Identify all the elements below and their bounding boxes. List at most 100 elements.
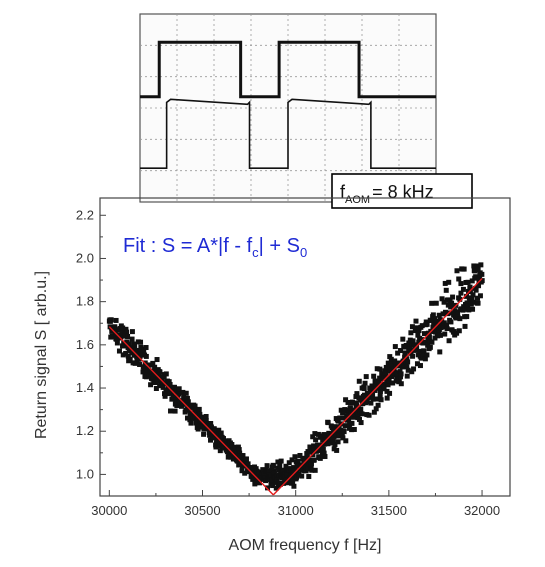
data-point: [359, 397, 365, 403]
data-point: [176, 388, 182, 394]
data-point: [398, 374, 404, 380]
data-point: [419, 323, 425, 329]
data-point: [345, 399, 351, 405]
x-tick-label: 30500: [184, 503, 220, 518]
data-point: [315, 431, 321, 437]
data-point: [345, 410, 351, 416]
data-point: [429, 300, 435, 306]
fit-line-left: [108, 326, 274, 496]
data-point: [320, 446, 326, 452]
data-point: [479, 278, 485, 284]
data-point: [384, 395, 390, 401]
data-point: [417, 363, 423, 369]
data-point: [460, 286, 466, 292]
data-point: [406, 340, 412, 346]
y-axis-label: Return signal S [ arb.u.]: [33, 271, 50, 439]
fit-annotation: Fit : S = A*|f - fc| + S0: [123, 235, 307, 260]
data-point: [423, 339, 429, 345]
data-point: [469, 295, 475, 301]
data-point: [295, 458, 301, 464]
data-point: [370, 396, 376, 402]
fit-lines: [108, 277, 483, 496]
data-point: [155, 378, 161, 384]
data-point: [334, 447, 340, 453]
data-point: [206, 430, 212, 436]
data-point: [240, 453, 246, 459]
data-point: [383, 364, 389, 370]
data-point: [237, 453, 243, 459]
data-point: [302, 457, 308, 463]
data-point: [381, 375, 387, 381]
data-point: [349, 399, 355, 405]
data-point: [260, 468, 266, 474]
data-point: [465, 303, 471, 309]
data-point: [143, 345, 149, 351]
data-point: [333, 432, 339, 438]
data-point: [407, 345, 413, 351]
data-point: [291, 483, 297, 489]
data-point: [280, 467, 286, 473]
data-point: [125, 345, 131, 351]
data-point: [321, 450, 327, 456]
y-tick-label: 1.0: [76, 466, 94, 481]
data-point: [251, 476, 257, 482]
data-point: [353, 394, 359, 400]
data-point: [192, 403, 198, 409]
data-point: [168, 408, 174, 414]
data-point: [457, 296, 463, 302]
data-point: [413, 318, 419, 324]
data-point: [125, 353, 131, 359]
data-point: [116, 348, 122, 354]
data-point: [163, 371, 169, 377]
data-point: [390, 380, 396, 386]
data-point: [181, 393, 187, 399]
data-point: [197, 411, 203, 417]
data-point: [465, 279, 471, 285]
data-point: [350, 414, 356, 420]
data-point: [273, 485, 279, 491]
data-point: [127, 356, 133, 362]
data-point: [359, 411, 365, 417]
data-point: [384, 388, 390, 394]
data-point: [471, 263, 477, 269]
data-point: [236, 447, 242, 453]
data-point: [124, 329, 130, 335]
data-point: [321, 432, 327, 438]
data-point: [300, 464, 306, 470]
data-point: [132, 343, 138, 349]
data-point: [242, 470, 248, 476]
data-point: [385, 360, 391, 366]
data-point: [448, 319, 454, 325]
data-point: [381, 384, 387, 390]
data-point: [432, 335, 438, 341]
data-point: [190, 415, 196, 421]
data-points: [106, 262, 485, 491]
data-point: [419, 337, 425, 343]
data-point: [387, 354, 393, 360]
data-point: [277, 463, 283, 469]
data-point: [443, 287, 449, 293]
data-point: [458, 290, 464, 296]
data-point: [164, 387, 170, 393]
data-point: [152, 367, 158, 373]
data-point: [368, 400, 374, 406]
data-point: [462, 306, 468, 312]
data-point: [150, 376, 156, 382]
data-point: [446, 279, 452, 285]
data-point: [256, 469, 262, 475]
data-point: [288, 472, 294, 478]
data-point: [444, 322, 450, 328]
y-tick-label: 2.2: [76, 207, 94, 222]
data-point: [394, 374, 400, 380]
data-point: [184, 395, 190, 401]
data-point: [335, 439, 341, 445]
data-point: [245, 461, 251, 467]
data-point: [185, 399, 191, 405]
data-point: [455, 311, 461, 317]
data-point: [218, 430, 224, 436]
data-point: [398, 371, 404, 377]
x-axis-label: AOM frequency f [Hz]: [229, 537, 382, 554]
oscilloscope-traces: [140, 40, 436, 169]
data-point: [474, 295, 480, 301]
